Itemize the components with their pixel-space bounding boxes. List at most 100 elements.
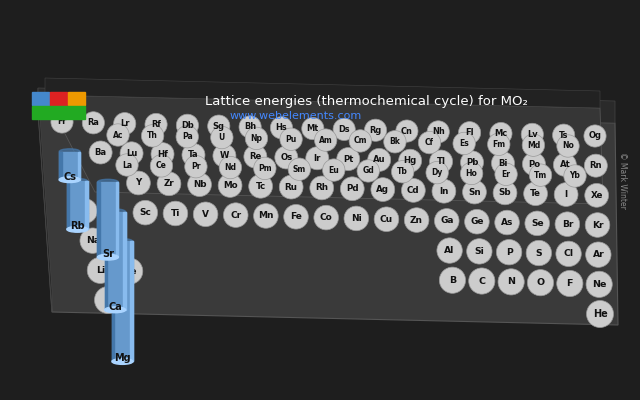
Text: Se: Se bbox=[531, 219, 543, 228]
Circle shape bbox=[141, 125, 164, 147]
Text: Dy: Dy bbox=[431, 168, 443, 177]
Text: H: H bbox=[104, 295, 112, 305]
Circle shape bbox=[585, 184, 609, 207]
Text: Sm: Sm bbox=[292, 165, 306, 174]
Circle shape bbox=[461, 151, 484, 174]
Text: Tc: Tc bbox=[255, 182, 266, 191]
Text: Pu: Pu bbox=[285, 135, 297, 144]
Bar bbox=[32, 106, 85, 119]
Text: Gd: Gd bbox=[362, 166, 374, 176]
Text: Ho: Ho bbox=[466, 169, 477, 178]
Bar bbox=[32, 92, 49, 105]
Circle shape bbox=[427, 121, 449, 143]
Text: Po: Po bbox=[528, 160, 540, 168]
Text: Ra: Ra bbox=[88, 118, 99, 127]
Text: Au: Au bbox=[373, 156, 385, 164]
Text: Am: Am bbox=[319, 136, 333, 144]
Circle shape bbox=[314, 129, 337, 151]
Ellipse shape bbox=[105, 307, 125, 313]
Circle shape bbox=[83, 112, 104, 134]
Text: Tb: Tb bbox=[397, 167, 408, 176]
Circle shape bbox=[176, 126, 198, 148]
Text: Br: Br bbox=[562, 220, 573, 229]
Text: V: V bbox=[202, 210, 209, 219]
Text: Cm: Cm bbox=[353, 136, 367, 146]
Circle shape bbox=[384, 130, 406, 153]
Text: La: La bbox=[122, 160, 132, 170]
Circle shape bbox=[557, 270, 583, 297]
Text: P: P bbox=[506, 248, 513, 257]
Circle shape bbox=[526, 240, 552, 266]
Circle shape bbox=[392, 160, 414, 183]
Circle shape bbox=[490, 122, 512, 145]
Text: Bi: Bi bbox=[499, 159, 508, 168]
Text: Fr: Fr bbox=[58, 118, 67, 126]
Text: Bh: Bh bbox=[244, 122, 256, 132]
Circle shape bbox=[522, 134, 545, 156]
Text: He: He bbox=[593, 309, 607, 319]
Text: In: In bbox=[439, 187, 449, 196]
Circle shape bbox=[557, 135, 579, 157]
Text: © Mark Winter: © Mark Winter bbox=[618, 152, 627, 208]
Text: Mg: Mg bbox=[114, 354, 131, 364]
Text: Be: Be bbox=[123, 267, 136, 276]
Ellipse shape bbox=[112, 239, 133, 244]
Circle shape bbox=[127, 171, 150, 195]
Text: Zn: Zn bbox=[410, 216, 423, 224]
Text: Pb: Pb bbox=[466, 158, 478, 167]
Circle shape bbox=[498, 269, 524, 295]
Circle shape bbox=[525, 211, 550, 236]
Text: At: At bbox=[559, 160, 570, 169]
Text: Es: Es bbox=[460, 139, 469, 148]
Circle shape bbox=[435, 208, 459, 233]
Circle shape bbox=[432, 179, 456, 203]
Circle shape bbox=[453, 132, 476, 155]
Text: I: I bbox=[564, 190, 568, 199]
Circle shape bbox=[288, 158, 310, 180]
Circle shape bbox=[116, 258, 143, 284]
Text: Fl: Fl bbox=[465, 128, 474, 137]
Text: Sr: Sr bbox=[102, 249, 114, 259]
Circle shape bbox=[555, 212, 580, 236]
Text: Na: Na bbox=[86, 236, 100, 245]
Circle shape bbox=[495, 210, 519, 235]
Circle shape bbox=[349, 130, 371, 152]
Text: Re: Re bbox=[249, 152, 262, 161]
Circle shape bbox=[193, 202, 218, 226]
Polygon shape bbox=[123, 212, 125, 310]
Text: Md: Md bbox=[527, 141, 540, 150]
Text: K: K bbox=[81, 206, 88, 216]
Text: Hg: Hg bbox=[403, 156, 417, 165]
Text: Ac: Ac bbox=[113, 130, 124, 140]
Circle shape bbox=[306, 147, 329, 170]
Text: Cs: Cs bbox=[63, 172, 76, 182]
Text: Rb: Rb bbox=[70, 221, 84, 231]
Circle shape bbox=[310, 176, 333, 200]
Polygon shape bbox=[85, 181, 88, 229]
Circle shape bbox=[223, 203, 248, 228]
Circle shape bbox=[437, 238, 462, 263]
Text: Ir: Ir bbox=[314, 154, 321, 163]
Circle shape bbox=[176, 114, 198, 136]
Text: Tm: Tm bbox=[534, 171, 547, 180]
Text: Yb: Yb bbox=[570, 172, 580, 180]
Text: Rh: Rh bbox=[316, 184, 328, 192]
Text: Pt: Pt bbox=[343, 154, 353, 164]
Ellipse shape bbox=[112, 359, 133, 364]
Ellipse shape bbox=[59, 149, 80, 154]
Circle shape bbox=[80, 228, 106, 253]
Text: Ni: Ni bbox=[351, 214, 362, 223]
Text: Lv: Lv bbox=[527, 130, 538, 139]
Text: Ds: Ds bbox=[339, 125, 350, 134]
Circle shape bbox=[401, 178, 425, 202]
Circle shape bbox=[89, 141, 112, 164]
Ellipse shape bbox=[97, 179, 118, 185]
Text: www.webelements.com: www.webelements.com bbox=[230, 111, 362, 121]
Text: Ga: Ga bbox=[440, 216, 454, 225]
Circle shape bbox=[114, 112, 136, 135]
Circle shape bbox=[87, 257, 113, 284]
Text: F: F bbox=[566, 279, 573, 288]
Circle shape bbox=[564, 165, 586, 187]
Circle shape bbox=[280, 128, 302, 150]
Text: As: As bbox=[501, 218, 513, 227]
